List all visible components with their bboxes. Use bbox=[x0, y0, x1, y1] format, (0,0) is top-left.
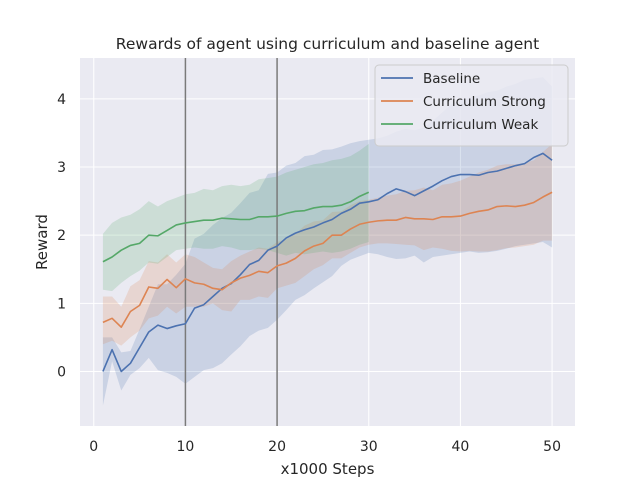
x-tick-label: 40 bbox=[452, 439, 470, 455]
legend-label-curriculum-strong: Curriculum Strong bbox=[423, 94, 546, 110]
x-tick-labels: 0 10 20 30 40 50 bbox=[89, 439, 561, 455]
y-tick-labels: 0 1 2 3 4 bbox=[57, 92, 66, 381]
y-tick-label: 2 bbox=[57, 228, 66, 244]
legend: Baseline Curriculum Strong Curriculum Weak bbox=[374, 64, 569, 147]
x-tick-label: 20 bbox=[268, 439, 286, 455]
x-tick-label: 30 bbox=[360, 439, 378, 455]
vertical-markers bbox=[184, 58, 278, 426]
y-tick-label: 3 bbox=[57, 160, 66, 176]
baseline-line bbox=[102, 152, 553, 373]
y-tick-label: 0 bbox=[57, 364, 66, 380]
x-tick-label: 10 bbox=[177, 439, 195, 455]
curriculum-strong-line bbox=[102, 191, 553, 328]
series-lines bbox=[102, 152, 553, 373]
curriculum-weak-band bbox=[102, 143, 369, 292]
y-tick-label: 1 bbox=[57, 296, 66, 312]
x-axis-label: x1000 Steps bbox=[281, 460, 375, 478]
legend-label-baseline: Baseline bbox=[423, 71, 480, 87]
legend-box bbox=[374, 64, 569, 147]
y-axis-label: Reward bbox=[33, 214, 51, 270]
chart-title: Rewards of agent using curriculum and ba… bbox=[116, 35, 539, 53]
legend-label-curriculum-weak: Curriculum Weak bbox=[423, 117, 538, 133]
x-tick-label: 0 bbox=[89, 439, 98, 455]
y-tick-label: 4 bbox=[57, 92, 66, 108]
x-tick-label: 50 bbox=[543, 439, 561, 455]
curriculum-weak-line bbox=[102, 191, 370, 263]
baseline-band bbox=[102, 77, 553, 406]
